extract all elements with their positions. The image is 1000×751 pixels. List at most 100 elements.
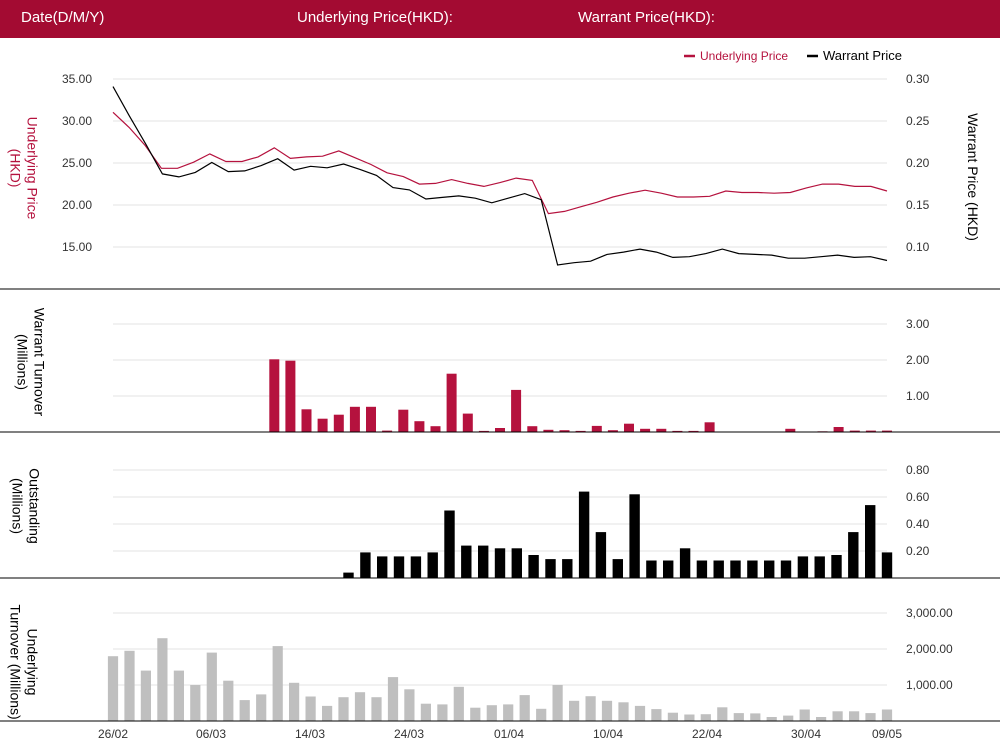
underlying-turnover-bar [799,709,810,721]
y-tick-right: 0.25 [906,114,930,128]
y-tick-left: 30.00 [62,114,92,128]
outstanding-bar [797,556,809,578]
x-tick-label: 06/03 [196,727,226,741]
underlying-turnover-bar [536,708,547,721]
x-tick-label: 24/03 [394,727,424,741]
underlying-turnover-bar [404,689,415,721]
warrant-turnover-bar [865,430,876,432]
underlying-turnover-bar [470,707,481,721]
warrant-turnover-bar [527,426,538,432]
underlying-turnover-bar [322,705,333,721]
outstanding-bar [814,556,825,578]
underlying-turnover-bar [453,686,464,721]
x-tick-label: 26/02 [98,727,128,741]
warrant-turnover-bar [833,427,844,432]
warrant-turnover-bar [317,418,328,432]
underlying-turnover-bar [569,700,580,721]
warrant-turnover-bar [398,409,409,432]
underlying-turnover-bar [124,650,135,721]
warrant-turnover-bar [640,428,651,432]
underlying-turnover-bar [190,685,201,721]
outstanding-bar [646,560,657,579]
warrant-turnover-bar [462,413,473,432]
underlying-turnover-bar [700,714,711,721]
underlying-turnover-bar [338,697,349,721]
outstanding-bar [612,559,623,578]
underlying-turnover-bar [354,692,366,721]
outstanding-bar [848,532,859,578]
outstanding-bar [545,559,556,578]
warrant-charts: 35.00 0.30 30.00 0.25 25.00 0.20 20.00 0.15 15.0… [0,48,1000,741]
warrant-turnover-bar [414,421,425,432]
warrant-turnover-bar [624,423,634,432]
x-tick-label: 09/05 [872,727,902,741]
y-tick-left: 25.00 [62,156,92,170]
outstanding-y-tick: 0.40 [906,517,930,531]
underlying-turnover-bar [717,707,728,721]
outstanding-bar [562,559,573,578]
outstanding-bar [595,532,607,578]
outstanding-bar [343,572,354,578]
underlying-turnover-bar [766,717,777,721]
underlying-turnover-bar [107,656,119,721]
outstanding-bar [528,555,539,578]
underlying-turnover-bar [733,713,744,721]
warrant-turnover-bar [511,389,522,432]
underlying-turnover-bar [750,713,761,721]
chart-header-bar: Date(D/M/Y) Underlying Price(HKD): Warra… [0,0,1000,38]
y-tick-left: 20.00 [62,198,92,212]
outstanding-bar [410,556,422,578]
outstanding-y-tick: 0.80 [906,463,930,477]
warrant-turnover-y-axis-title: Warrant Turnover(Millions) [15,308,48,417]
outstanding-bar [696,560,708,579]
underlying-turnover-bar [684,714,695,721]
warrant-turnover-bar [269,359,280,432]
outstanding-bar [831,555,842,578]
x-tick-label: 10/04 [593,727,623,741]
warrant-turnover-bar [882,430,892,432]
outstanding-y-tick: 0.20 [906,544,930,558]
y-axis-title-left: Underlying Price(HKD) [8,117,41,220]
warrant-turnover-bar [688,430,699,432]
warrant-turnover-bar [672,430,683,432]
outstanding-bar [377,556,388,578]
warrant-turnover-y-tick: 2.00 [906,353,930,367]
y-tick-right: 0.15 [906,198,930,212]
date-label: Date(D/M/Y) [21,9,105,26]
y-axis-title-right: Warrant Price (HKD) [965,113,981,241]
underlying-turnover-bar [157,638,168,721]
outstanding-bar [511,548,522,578]
underlying-turnover-bar [552,685,563,721]
underlying-turnover-bar [140,670,151,721]
outstanding-bar [629,494,640,578]
outstanding-bar [360,552,371,578]
warrant-turnover-bar [333,414,344,432]
underlying-turnover-y-tick: 2,000.00 [906,642,953,656]
underlying-price-label: Underlying Price(HKD): [297,9,453,26]
warrant-turnover-bar [559,430,570,432]
outstanding-bar [780,560,792,579]
warrant-price-label: Warrant Price(HKD): [578,9,715,26]
underlying-turnover-bar [783,715,794,721]
x-tick-label: 30/04 [791,727,821,741]
underlying-turnover-bar [667,712,678,721]
x-tick-label: 14/03 [295,727,325,741]
warrant-turnover-bar [495,428,505,432]
y-tick-right: 0.10 [906,240,930,254]
underlying-turnover-bar [651,709,662,721]
underlying-turnover-bar [601,700,613,721]
outstanding-bar [461,545,472,578]
warrant-turnover-bar [478,430,489,432]
underlying-turnover-bar [289,682,300,721]
legend-label-underlying: Underlying Price [700,49,788,63]
underlying-turnover-bar [849,711,860,721]
underlying-turnover-bar [832,711,843,721]
underlying-turnover-bar [256,694,267,721]
underlying-turnover-bar [206,652,217,721]
y-tick-left: 35.00 [62,72,92,86]
outstanding-bar [478,545,489,578]
warrant-turnover-bar [382,430,393,432]
outstanding-bar [427,552,438,578]
legend-label-warrant: Warrant Price [823,48,902,63]
underlying-turnover-y-axis-title: UnderlyingTurnover (Millions) [8,604,41,719]
